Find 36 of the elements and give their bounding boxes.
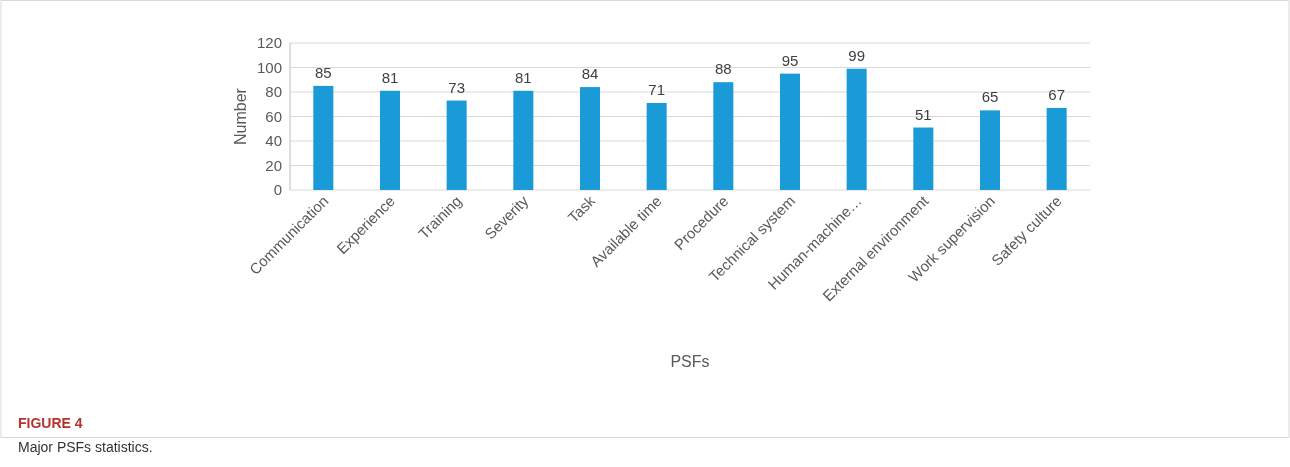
data-label: 73 (448, 78, 466, 96)
bar (446, 100, 467, 190)
x-axis-title: PSFs (670, 353, 710, 370)
y-axis-title: Number (232, 87, 249, 145)
bar (513, 90, 534, 190)
data-label: 85 (314, 63, 332, 81)
y-tick-label: 60 (265, 107, 282, 125)
bar (913, 127, 934, 190)
data-label: 95 (781, 51, 799, 69)
data-label: 99 (848, 46, 866, 64)
data-label: 67 (1048, 85, 1066, 103)
bar (780, 73, 800, 190)
x-tick-label: Task (564, 191, 599, 226)
data-label: 81 (514, 68, 532, 86)
y-tick-label: 80 (265, 83, 282, 100)
data-label: 88 (714, 60, 732, 78)
text: Major PSFs statistics. (18, 439, 153, 455)
bar (646, 103, 667, 190)
bar (1046, 107, 1067, 190)
data-label: 84 (581, 65, 599, 83)
bar (846, 68, 867, 190)
text: FIGURE 4 (18, 415, 83, 431)
bar (580, 87, 600, 190)
bar (980, 110, 1000, 190)
data-label: 65 (981, 88, 999, 106)
data-label: 71 (648, 81, 666, 99)
data-label: 81 (381, 68, 399, 86)
y-tick-label: 100 (256, 58, 282, 76)
y-tick-label: 120 (256, 34, 282, 51)
y-tick-label: 20 (265, 156, 282, 174)
bar (380, 90, 400, 190)
y-tick-label: 0 (273, 181, 282, 198)
y-tick-label: 40 (265, 132, 282, 149)
bar (313, 85, 334, 190)
bar (713, 82, 734, 190)
data-label: 51 (914, 105, 932, 123)
